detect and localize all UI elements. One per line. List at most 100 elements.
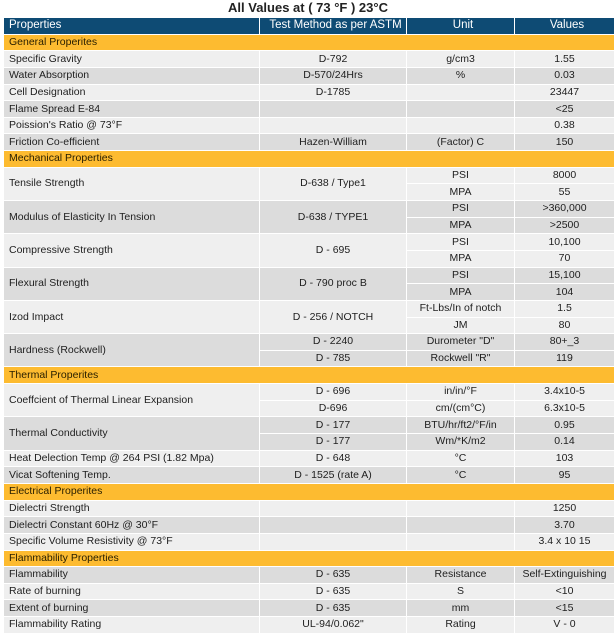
section-title: General Properites	[3, 33, 615, 52]
section-header-row: Flammability Properties	[3, 549, 615, 568]
value: 1250	[514, 499, 615, 518]
test-method: D-696	[259, 399, 407, 418]
table-row: Specific Volume Resistivity @ 73°F 3.4 x …	[3, 532, 615, 551]
column-header-values: Values	[514, 17, 615, 35]
test-method: D - 695	[259, 233, 407, 268]
value: 3.70	[514, 516, 615, 534]
property-name: Hardness (Rockwell)	[3, 333, 260, 368]
test-method	[259, 116, 407, 135]
value: 0.38	[514, 116, 615, 135]
test-method: D-638 / Type1	[259, 166, 407, 202]
value: 6.3x10-5	[514, 399, 615, 418]
unit: Rating	[406, 616, 515, 634]
table-title: All Values at ( 73 °F ) 23°C	[228, 0, 388, 15]
unit: %	[406, 66, 515, 85]
test-method: D - 790 proc B	[259, 266, 407, 301]
unit: MPA	[406, 183, 515, 202]
table-row: Dielectri Strength 1250	[3, 499, 615, 518]
column-header-test-method: Test Method as per ASTM	[259, 17, 407, 35]
property-name: Thermal Conductivity	[3, 416, 260, 451]
value: 119	[514, 349, 615, 368]
property-name: Tensile Strength	[3, 166, 260, 202]
value: >360,000	[514, 200, 615, 218]
value: <15	[514, 599, 615, 618]
section-header-row: Electrical Properites	[3, 482, 615, 501]
test-method: D-792	[259, 50, 407, 68]
table-row: Coeffcient of Thermal Linear Expansion D …	[3, 383, 615, 418]
unit: °C	[406, 466, 515, 484]
value: 1.5	[514, 299, 615, 318]
unit: PSI	[406, 266, 515, 285]
unit	[406, 532, 515, 551]
unit: BTU/hr/ft2/°F/in	[406, 416, 515, 435]
value: 95	[514, 466, 615, 484]
unit	[406, 100, 515, 118]
property-name: Flame Spread E-84	[3, 100, 260, 118]
table-row: MPA 55	[4, 183, 615, 202]
unit: Resistance	[406, 566, 515, 584]
property-name: Compressive Strength	[3, 233, 260, 268]
value: <10	[514, 582, 615, 601]
table-row: Flammability Rating UL-94/0.062" Rating V -…	[3, 616, 615, 634]
value: V - 0	[514, 616, 615, 634]
unit: MPA	[406, 283, 515, 301]
value: Self-Extinguishing	[514, 566, 615, 584]
test-method	[259, 532, 407, 551]
property-name: Dielectri Constant 60Hz @ 30°F	[3, 516, 260, 534]
table-row: Specific Gravity D-792 g/cm3 1.55	[3, 50, 615, 68]
unit: g/cm3	[406, 50, 515, 68]
table-row: Cell Designation D-1785 23447	[3, 83, 615, 102]
unit	[406, 499, 515, 518]
value: 70	[514, 249, 615, 268]
property-name: Poission's Ratio @ 73°F	[3, 116, 260, 135]
value: 0.95	[514, 416, 615, 435]
table-row: Izod Impact D - 256 / NOTCH Ft-Lbs/In of n…	[3, 299, 615, 335]
unit: Ft-Lbs/In of notch	[406, 299, 515, 318]
unit: MPA	[406, 216, 515, 235]
test-method: D - 635	[259, 582, 407, 601]
unit: JM	[406, 316, 515, 335]
property-name: Water Absorption	[3, 66, 260, 85]
table-row: Flexural Strength D - 790 proc B PSI 15,100	[3, 266, 615, 301]
value: 23447	[514, 83, 615, 102]
unit: PSI	[406, 166, 515, 185]
table-row: Flame Spread E-84 <25	[3, 100, 615, 118]
table-row: MPA >2500	[4, 216, 615, 235]
test-method	[259, 100, 407, 118]
property-name: Extent of burning	[3, 599, 260, 618]
table-row: Rate of burning D - 635 S <10	[3, 582, 615, 601]
table-row: Vicat Softening Temp. D - 1525 (rate A) °C…	[3, 466, 615, 484]
test-method: D-570/24Hrs	[259, 66, 407, 85]
test-method: D - 256 / NOTCH	[259, 299, 407, 335]
section-title: Thermal Properites	[3, 366, 615, 385]
value: 103	[514, 449, 615, 468]
value: 0.03	[514, 66, 615, 85]
property-name: Dielectri Strength	[3, 499, 260, 518]
table-row: Extent of burning D - 635 mm <15	[3, 599, 615, 618]
table-row: Dielectri Constant 60Hz @ 30°F 3.70	[3, 516, 615, 534]
property-name: Friction Co-efficient	[3, 133, 260, 152]
table-row: D - 177 Wm/*K/m2 0.14	[4, 433, 615, 451]
test-method: D-638 / TYPE1	[259, 200, 407, 235]
column-header-properties: Properties	[3, 17, 260, 35]
property-name: Flammability Rating	[3, 616, 260, 634]
table-row: Flammability D - 635 Resistance Self-Exting…	[3, 566, 615, 584]
unit: mm	[406, 599, 515, 618]
unit	[406, 516, 515, 534]
test-method: D - 785	[259, 349, 407, 368]
column-header-unit: Unit	[406, 17, 515, 35]
test-method: D - 696	[259, 383, 407, 401]
unit: MPA	[406, 249, 515, 268]
value: 3.4x10-5	[514, 383, 615, 401]
table-row: Friction Co-efficient Hazen-William (Facto…	[3, 133, 615, 152]
table-row: Water Absorption D-570/24Hrs% 0.03	[3, 66, 615, 85]
property-name: Heat Delection Temp @ 264 PSI (1.82 Mpa)	[3, 449, 260, 468]
value: 3.4 x 10 15	[514, 532, 615, 551]
unit: °C	[406, 449, 515, 468]
test-method: UL-94/0.062"	[259, 616, 407, 634]
value: 1.55	[514, 50, 615, 68]
value: 15,100	[514, 266, 615, 285]
unit: S	[406, 582, 515, 601]
unit: PSI	[406, 200, 515, 218]
test-method: D - 2240	[259, 333, 407, 351]
